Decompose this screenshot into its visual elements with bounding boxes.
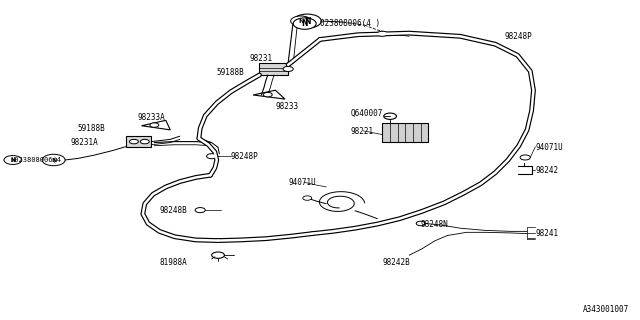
Circle shape xyxy=(293,14,321,28)
Text: 98248P: 98248P xyxy=(231,152,259,161)
Circle shape xyxy=(212,252,225,258)
Circle shape xyxy=(195,208,205,213)
Circle shape xyxy=(293,18,316,29)
Text: 023808006(4 ): 023808006(4 ) xyxy=(320,19,380,28)
Text: N: N xyxy=(298,19,303,24)
Circle shape xyxy=(263,92,272,97)
Circle shape xyxy=(207,154,217,159)
Circle shape xyxy=(416,221,425,226)
Text: N023808006(4: N023808006(4 xyxy=(11,157,62,163)
Text: 98231: 98231 xyxy=(250,54,273,63)
Text: 94071U: 94071U xyxy=(536,143,563,152)
Bar xyxy=(383,123,428,142)
Circle shape xyxy=(129,140,138,144)
Text: N: N xyxy=(10,157,15,163)
Text: 98241: 98241 xyxy=(536,229,559,238)
Text: 98233: 98233 xyxy=(275,101,298,111)
Circle shape xyxy=(140,140,149,144)
Text: 98248N: 98248N xyxy=(420,220,449,228)
Text: A343001007: A343001007 xyxy=(583,305,629,314)
Text: N: N xyxy=(301,19,308,28)
Text: 59188B: 59188B xyxy=(78,124,106,133)
Bar xyxy=(259,63,288,75)
Text: Q640007: Q640007 xyxy=(351,108,383,117)
Text: 98248B: 98248B xyxy=(159,206,187,215)
Circle shape xyxy=(291,16,311,26)
Circle shape xyxy=(520,155,531,160)
Text: 94071U: 94071U xyxy=(288,178,316,187)
Circle shape xyxy=(4,156,22,164)
Bar xyxy=(125,136,151,147)
Text: 98233A: 98233A xyxy=(137,113,165,122)
Text: 59188B: 59188B xyxy=(217,68,244,77)
Circle shape xyxy=(384,113,396,119)
Text: 98231A: 98231A xyxy=(70,138,98,147)
Text: N: N xyxy=(51,157,56,163)
Circle shape xyxy=(303,196,312,200)
Circle shape xyxy=(150,123,159,127)
Circle shape xyxy=(283,67,293,71)
Circle shape xyxy=(42,154,65,166)
Text: N: N xyxy=(304,17,310,26)
Text: 98242B: 98242B xyxy=(383,258,410,267)
Circle shape xyxy=(378,31,388,36)
Text: 98248P: 98248P xyxy=(505,32,532,41)
Text: 98242: 98242 xyxy=(536,166,559,175)
Text: 98221: 98221 xyxy=(351,127,374,136)
Text: 81988A: 81988A xyxy=(159,258,187,267)
